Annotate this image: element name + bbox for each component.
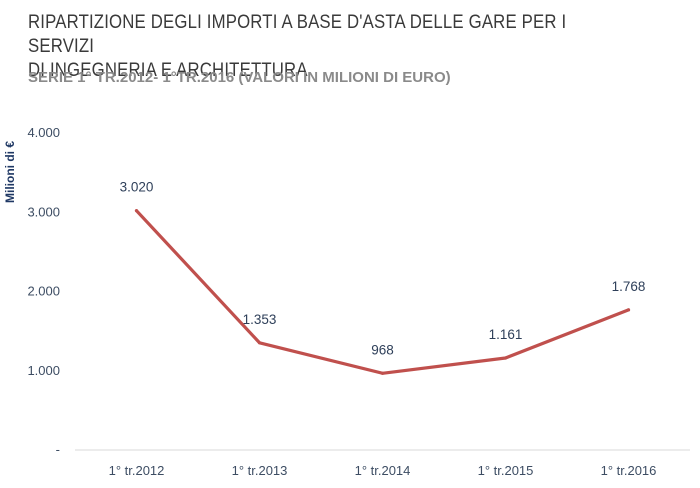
data-point: [134, 209, 139, 213]
x-tick-label: 1° tr.2015: [478, 463, 534, 478]
y-tick-label: 3.000: [27, 204, 60, 219]
x-tick-label: 1° tr.2012: [109, 463, 165, 478]
data-label: 968: [371, 342, 394, 357]
data-label: 1.353: [243, 312, 277, 327]
chart-subtitle: SERIE 1° TR.2012- 1°TR.2016 (VALORI IN M…: [28, 69, 451, 86]
data-point: [257, 341, 262, 345]
y-tick-label: 2.000: [27, 284, 60, 299]
data-label: 3.020: [120, 180, 154, 195]
y-tick-label: -: [56, 442, 60, 457]
chart-title-line-2: DI INGEGNERIA E ARCHITETTURA: [28, 59, 308, 81]
x-tick-label: 1° tr.2014: [355, 463, 411, 478]
chart-title: RIPARTIZIONE DEGLI IMPORTI A BASE D'ASTA…: [28, 10, 578, 82]
y-tick-label: 1.000: [27, 363, 60, 378]
data-point: [380, 371, 385, 375]
x-tick-label: 1° tr.2013: [232, 463, 288, 478]
data-label: 1.768: [612, 279, 646, 294]
data-label: 1.161: [489, 327, 523, 342]
x-tick-label: 1° tr.2016: [601, 463, 657, 478]
y-tick-label: 4.000: [27, 125, 60, 140]
data-point: [503, 356, 508, 360]
chart-title-line-1: RIPARTIZIONE DEGLI IMPORTI A BASE D'ASTA…: [28, 11, 567, 57]
y-axis-label: Milioni di €: [3, 141, 17, 203]
data-point: [626, 308, 631, 312]
